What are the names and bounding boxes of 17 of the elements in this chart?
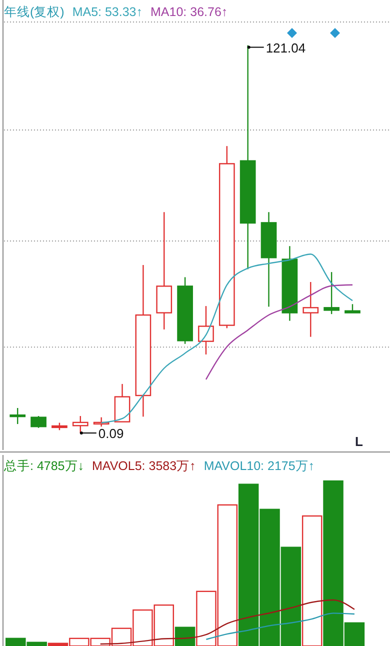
text: MAVOL10: 2175万↑	[204, 459, 315, 473]
chart-title: 总手: 4785万↓	[3, 459, 84, 473]
candlestick	[198, 305, 214, 356]
candlestick	[260, 212, 277, 308]
text: MA5: 53.33↑	[72, 5, 143, 19]
text: MA10: 36.76↑	[150, 5, 228, 19]
annotation: L	[355, 434, 363, 449]
candlestick	[156, 212, 172, 330]
candlestick	[282, 246, 298, 322]
candlestick	[302, 281, 319, 338]
bar	[174, 626, 196, 646]
annotation: 121.04	[266, 40, 306, 56]
chart-title: 年线(复权)	[4, 5, 64, 19]
annotation: 0.09	[98, 426, 124, 442]
candlestick	[135, 264, 152, 418]
bar	[302, 515, 322, 646]
text: MAVOL5: 3583万↑	[92, 459, 196, 473]
